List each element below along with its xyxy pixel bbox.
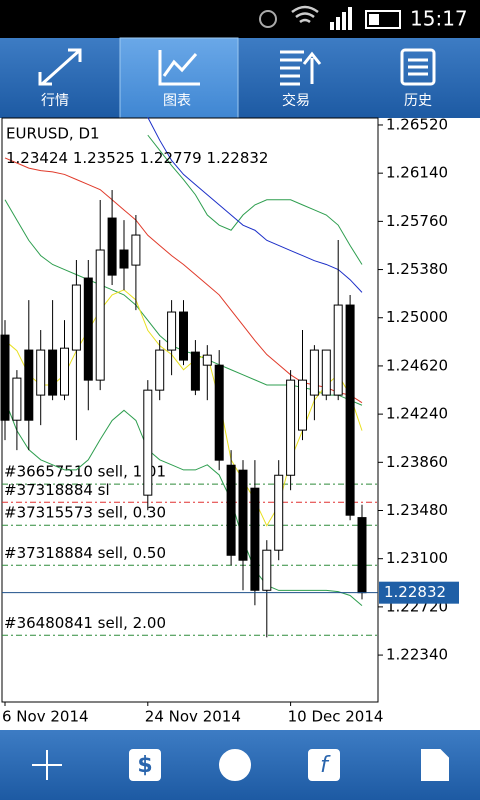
signal-icon [330, 7, 352, 30]
candle-body [0, 334, 10, 421]
y-tick-label: 1.23480 [386, 501, 448, 519]
tab-label[interactable]: 历史 [404, 93, 432, 109]
current-price-box [379, 581, 459, 604]
candle-body [238, 469, 248, 561]
y-tick-label: 1.25760 [386, 212, 448, 230]
tab-selected[interactable] [119, 37, 239, 119]
order-label: #37318884 sl [4, 481, 110, 499]
candle-body [60, 347, 69, 396]
candle-body [298, 379, 307, 431]
y-tick-label: 1.24620 [386, 356, 448, 374]
candle-body [179, 311, 188, 361]
x-tick-label: 24 Nov 2014 [145, 708, 241, 726]
candle-body [36, 349, 46, 396]
low: 1.22779 [140, 149, 202, 167]
y-tick-label: 1.26520 [386, 115, 448, 133]
candle-body [321, 349, 331, 396]
order-label: #36657510 sell, 1.01 [4, 463, 166, 481]
candle-body [202, 354, 212, 366]
status-bar [0, 0, 480, 38]
icon-glyph: f [320, 753, 331, 778]
candle-body [250, 487, 260, 591]
open: 1.23424 [6, 149, 68, 167]
y-tick-label: 1.26140 [386, 164, 448, 182]
chart-background [0, 118, 480, 730]
chart-title: EURUSD, D1 [6, 125, 100, 143]
indicator-line [147, 117, 363, 293]
candle-body [95, 249, 105, 381]
candle-body [333, 304, 343, 396]
x-tick-label: 6 Nov 2014 [2, 708, 89, 726]
candle-body [119, 249, 129, 269]
wifi-icon [291, 5, 319, 24]
tab-label[interactable]: 图表 [163, 93, 191, 109]
toolbar-icons[interactable] [32, 749, 449, 781]
candle-body [12, 377, 22, 421]
candle-body [345, 304, 355, 516]
battery-icon [365, 10, 401, 29]
alarm-icon [259, 10, 277, 28]
clock: 15:17 [410, 7, 468, 31]
candle-body [190, 351, 200, 391]
current-price-label: 1.22832 [384, 583, 446, 601]
y-tick-label: 1.24240 [386, 405, 448, 423]
candle-body [155, 349, 165, 391]
candle-body [357, 517, 367, 594]
y-tick-label: 1.23100 [386, 549, 448, 567]
tab-icons [38, 48, 436, 86]
candle-body [226, 464, 236, 556]
candle-body [214, 364, 224, 461]
order-label: #37315573 sell, 0.30 [4, 504, 166, 522]
candle-body [24, 349, 34, 421]
y-tick-label: 1.25000 [386, 308, 448, 326]
candle-body [274, 474, 284, 551]
tab-label[interactable]: 交易 [282, 92, 310, 109]
y-tick-label: 1.25380 [386, 260, 448, 278]
order-label: #37318884 sell, 0.50 [4, 544, 166, 562]
y-tick-label: 1.23860 [386, 453, 448, 471]
candle-body [107, 217, 117, 276]
candle-body [309, 349, 319, 396]
candle-body [167, 311, 177, 351]
candle-body [83, 277, 93, 381]
candle-body [71, 284, 81, 351]
indicator-line [147, 134, 363, 265]
indicator-line [4, 399, 363, 606]
candle-body [143, 389, 153, 496]
high: 1.23525 [73, 149, 135, 167]
order-label: #36480841 sell, 2.00 [4, 614, 166, 632]
x-tick-label: 10 Dec 2014 [288, 708, 384, 726]
tab-label[interactable]: 行情 [41, 93, 69, 109]
ohlc-readout: 1.23424 1.23525 1.22779 1.22832 [6, 149, 268, 167]
y-tick-label: 1.22340 [386, 646, 448, 664]
battery-level [369, 14, 379, 25]
candle-body [286, 379, 296, 476]
candle-body [131, 234, 141, 266]
icon-glyph: $ [137, 753, 152, 778]
candle-body [48, 349, 58, 396]
close: 1.22832 [206, 149, 268, 167]
candle-body [262, 549, 272, 591]
